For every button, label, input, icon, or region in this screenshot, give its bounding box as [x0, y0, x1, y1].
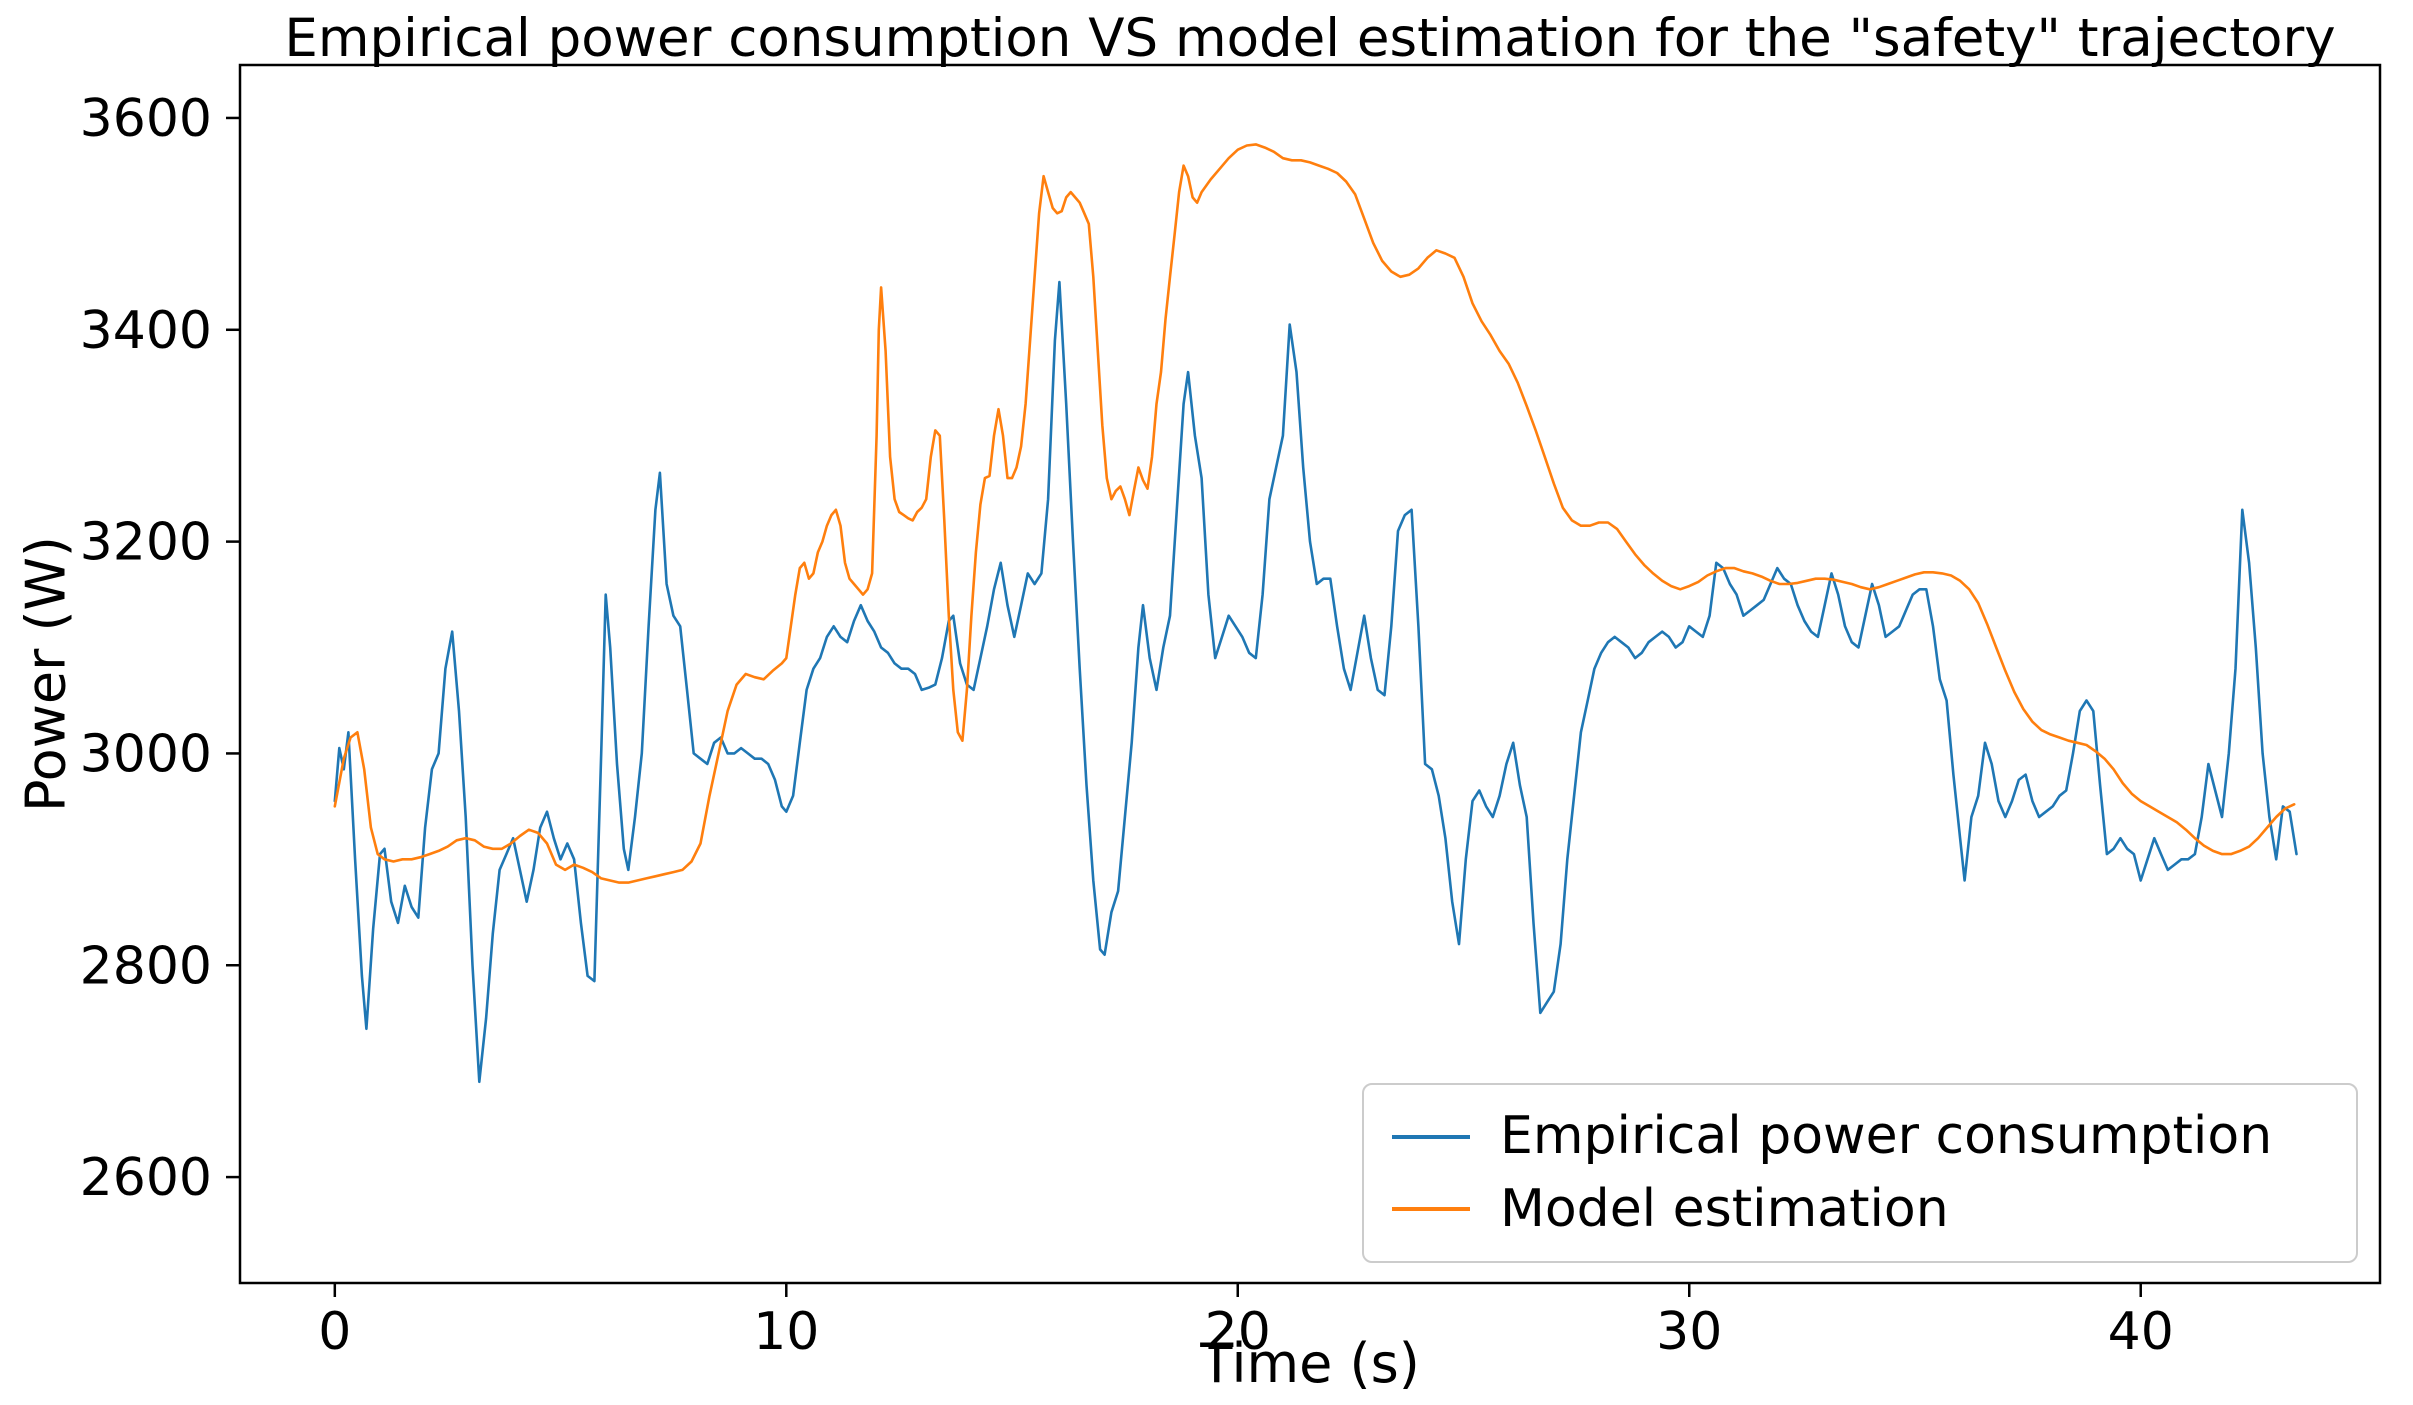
y-tick-label: 2800	[80, 936, 212, 996]
x-tick-label: 40	[2108, 1302, 2174, 1362]
legend-label-empirical: Empirical power consumption	[1500, 1106, 2273, 1167]
legend-entry-empirical: Empirical power consumption	[1364, 1108, 2356, 1165]
y-tick-label: 3400	[80, 301, 212, 361]
plot-background	[240, 65, 2380, 1283]
model-line-sample-icon	[1392, 1207, 1470, 1212]
x-tick-label: 20	[1205, 1302, 1271, 1362]
y-tick-label: 2600	[80, 1148, 212, 1208]
legend-entry-model: Model estimation	[1364, 1178, 2356, 1239]
x-tick-label: 10	[753, 1302, 819, 1362]
legend-label-model: Model estimation	[1500, 1178, 1949, 1239]
empirical-line-sample-icon	[1392, 1134, 1470, 1139]
y-axis-label: Power (W)	[14, 536, 78, 812]
y-tick-label: 3200	[80, 513, 212, 573]
y-tick-label: 3000	[80, 724, 212, 784]
legend: Empirical power consumption Model estima…	[1362, 1083, 2358, 1263]
x-axis-label: Time (s)	[1200, 1332, 1420, 1395]
x-tick-label: 0	[318, 1302, 351, 1362]
axes-border	[238, 63, 2382, 1285]
series-line-model	[333, 143, 2296, 884]
y-tick-label: 3600	[80, 89, 212, 149]
series-line-empirical	[333, 280, 2298, 1084]
x-tick-label: 30	[1656, 1302, 1722, 1362]
chart-title: Empirical power consumption VS model est…	[284, 8, 2336, 69]
